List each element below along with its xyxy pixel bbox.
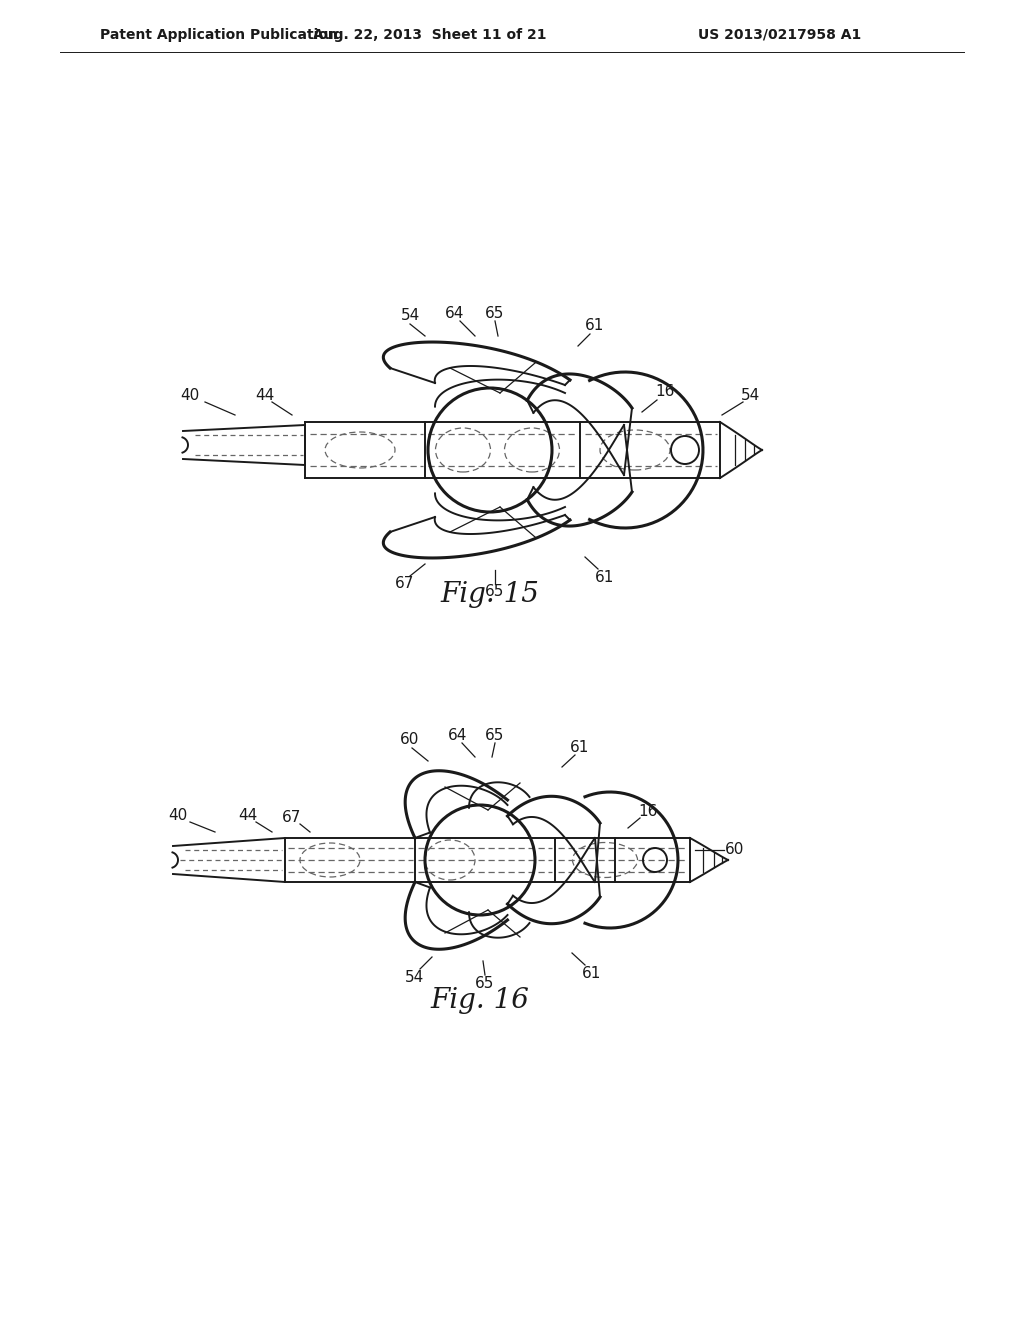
- Text: Patent Application Publication: Patent Application Publication: [100, 28, 338, 42]
- Text: Fig. 16: Fig. 16: [430, 986, 529, 1014]
- Text: 61: 61: [586, 318, 605, 334]
- Text: 16: 16: [638, 804, 657, 820]
- Text: 64: 64: [449, 727, 468, 742]
- Text: 65: 65: [485, 727, 505, 742]
- Text: US 2013/0217958 A1: US 2013/0217958 A1: [698, 28, 861, 42]
- Text: 64: 64: [445, 305, 465, 321]
- Text: 61: 61: [570, 739, 590, 755]
- Text: 65: 65: [475, 975, 495, 990]
- Text: 54: 54: [400, 309, 420, 323]
- Text: 65: 65: [485, 585, 505, 599]
- Text: 54: 54: [406, 969, 425, 985]
- Text: 60: 60: [400, 733, 420, 747]
- Text: 40: 40: [168, 808, 187, 822]
- Text: 60: 60: [725, 842, 744, 858]
- Text: 67: 67: [395, 577, 415, 591]
- Text: 54: 54: [740, 388, 760, 403]
- Text: 44: 44: [255, 388, 274, 403]
- Text: 67: 67: [283, 810, 302, 825]
- Text: 44: 44: [239, 808, 258, 822]
- Text: Fig. 15: Fig. 15: [440, 582, 540, 609]
- Text: 61: 61: [595, 569, 614, 585]
- Text: 16: 16: [655, 384, 675, 400]
- Text: Aug. 22, 2013  Sheet 11 of 21: Aug. 22, 2013 Sheet 11 of 21: [313, 28, 547, 42]
- Text: 40: 40: [180, 388, 200, 403]
- Text: 65: 65: [485, 305, 505, 321]
- Text: 61: 61: [583, 965, 602, 981]
